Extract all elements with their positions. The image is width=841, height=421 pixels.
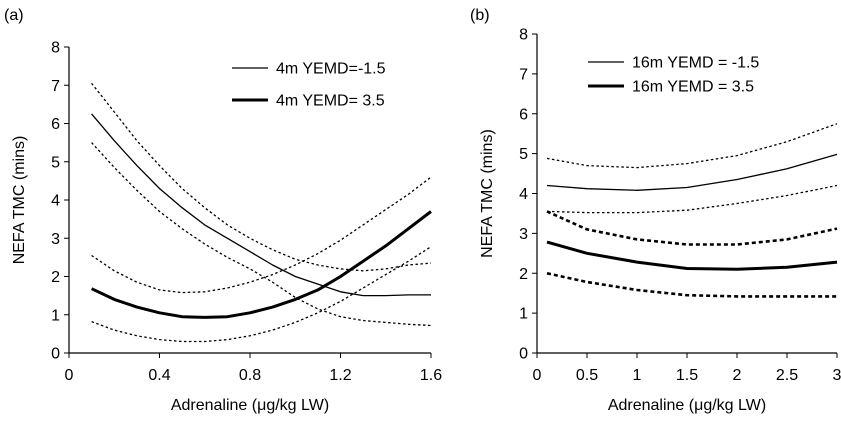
x-tick-label-a-0: 0 [65, 367, 74, 384]
series-line-b-1 [546, 123, 838, 169]
x-tick-label-a-3: 1.2 [329, 367, 351, 384]
x-tick-label-b-4: 2 [733, 367, 742, 384]
y-tick-label-b-5: 5 [519, 146, 528, 163]
panel-b: (b) 0 1 2 3 4 5 6 7 8 0 0.5 1 1.5 2 2.5 3 Adrenaline (μg/… [470, 7, 841, 414]
panel-label-a: (a) [4, 7, 24, 24]
y-tick-label-b-2: 2 [519, 266, 528, 283]
series-line-b-3 [546, 240, 838, 271]
series-line-a-5 [91, 246, 432, 343]
y-tick-label-a-6: 6 [51, 116, 60, 133]
x-axis-label-b: Adrenaline (μg/kg LW) [608, 397, 766, 414]
series-line-a-4 [91, 176, 432, 294]
y-tick-label-b-8: 8 [519, 27, 528, 44]
x-tick-label-a-1: 0.4 [148, 367, 170, 384]
x-tick-label-b-2: 1 [633, 367, 642, 384]
y-tick-label-b-1: 1 [519, 306, 528, 323]
y-tick-label-a-5: 5 [51, 154, 60, 171]
legend-entry-b-1: 16m YEMD = 3.5 [632, 79, 754, 96]
x-tick-label-b-6: 3 [833, 367, 841, 384]
y-axis-label-a: NEFA TMC (mins) [11, 136, 28, 265]
x-axis-label-a: Adrenaline (μg/kg LW) [171, 397, 329, 414]
y-tick-label-b-0: 0 [519, 346, 528, 363]
panel-label-b: (b) [470, 7, 490, 24]
x-tick-label-a-4: 1.6 [420, 367, 442, 384]
x-tick-label-b-0: 0 [533, 367, 542, 384]
panel-a: (a) 0 1 2 3 4 5 6 7 8 0 0.4 0.8 1.2 1.6 Adrenaline (μg/… [4, 7, 442, 414]
series-line-a-3 [90, 210, 432, 319]
y-tick-label-b-7: 7 [519, 66, 528, 83]
series-line-a-2 [91, 142, 432, 327]
y-tick-label-a-1: 1 [51, 307, 60, 324]
y-tick-label-a-3: 3 [51, 231, 60, 248]
x-tick-label-a-2: 0.8 [239, 367, 261, 384]
y-tick-label-a-8: 8 [51, 40, 60, 57]
y-tick-label-a-2: 2 [51, 269, 60, 286]
y-tick-label-a-0: 0 [51, 346, 60, 363]
series-line-b-2 [546, 184, 838, 214]
y-tick-label-b-3: 3 [519, 226, 528, 243]
y-tick-label-b-4: 4 [519, 186, 528, 203]
y-axis-label-b: NEFA TMC (mins) [479, 129, 496, 258]
y-tick-label-b-6: 6 [519, 106, 528, 123]
series-line-a-1 [91, 82, 432, 272]
legend-entry-b-0: 16m YEMD = -1.5 [632, 55, 759, 72]
series-line-b-0 [546, 153, 838, 191]
y-tick-label-a-4: 4 [51, 193, 60, 210]
x-tick-label-b-1: 0.5 [576, 367, 598, 384]
legend-entry-a-0: 4m YEMD=-1.5 [276, 61, 386, 78]
series-line-b-5 [546, 272, 837, 298]
series-line-b-4 [546, 210, 838, 246]
x-tick-label-b-5: 2.5 [776, 367, 798, 384]
series-line-a-0 [91, 113, 431, 297]
x-tick-label-b-3: 1.5 [676, 367, 698, 384]
y-tick-label-a-7: 7 [51, 78, 60, 95]
legend-entry-a-1: 4m YEMD= 3.5 [276, 93, 385, 110]
